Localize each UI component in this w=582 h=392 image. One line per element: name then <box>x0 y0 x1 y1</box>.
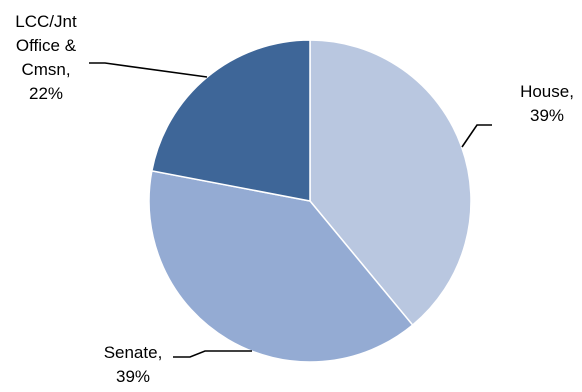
data-label-line: Cmsn, <box>21 60 70 79</box>
pie-slice-senate <box>148 169 414 363</box>
data-label-line: 39% <box>530 106 564 125</box>
data-label-line: Office & <box>16 36 77 55</box>
data-label-line: LCC/Jnt <box>15 12 77 31</box>
data-label-line: 22% <box>29 84 63 103</box>
data-labels: House, 39% Senate, 39% LCC/Jnt Office & Cmsn, 2… <box>15 12 574 386</box>
pie-slices <box>148 39 472 363</box>
leader-line <box>173 350 252 358</box>
pie-slice-lcc-jnt-office-cmsn <box>150 39 311 202</box>
data-label: Senate, 39% <box>104 343 163 386</box>
data-label: LCC/Jnt Office & Cmsn, 22% <box>15 12 77 103</box>
leader-lines <box>89 62 492 358</box>
data-label-line: House, <box>520 82 574 101</box>
data-label-line: Senate, <box>104 343 163 362</box>
data-label: House, 39% <box>520 82 574 125</box>
leader-line <box>461 124 492 148</box>
leader-line <box>89 62 208 78</box>
data-label-line: 39% <box>116 367 150 386</box>
